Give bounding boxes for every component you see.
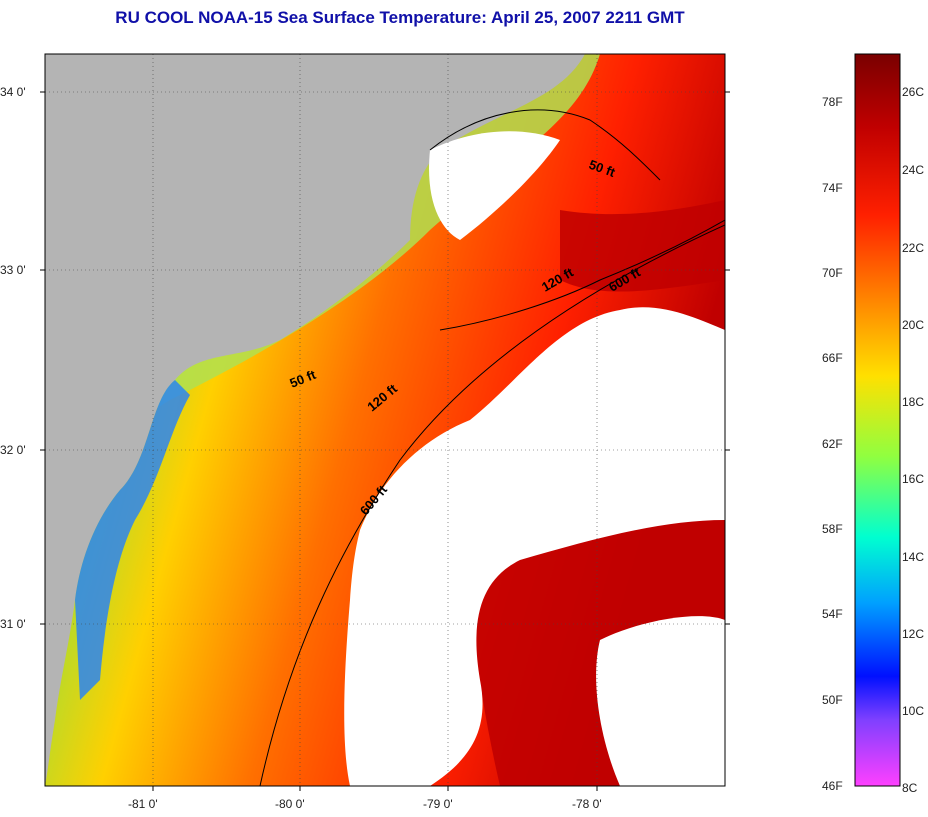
lat-label-31: 31 0' [0, 617, 26, 631]
colorbar-c-20: 20C [902, 318, 924, 332]
map-image: 50 ft 120 ft 600 ft 50 ft 120 ft 600 ft [45, 54, 725, 786]
lat-label-34: 34 0' [0, 85, 26, 99]
colorbar-f-70: 70F [822, 266, 843, 280]
colorbar [854, 53, 901, 787]
lon-label-80: -80 0' [275, 797, 305, 811]
lat-label-33: 33 0' [0, 263, 26, 277]
colorbar-fahrenheit-labels: 78F 74F 70F 66F 62F 58F 54F 50F 46F [822, 95, 843, 793]
cloud-region [344, 307, 725, 786]
colorbar-f-78: 78F [822, 95, 843, 109]
colorbar-f-74: 74F [822, 181, 843, 195]
colorbar-f-66: 66F [822, 351, 843, 365]
colorbar-f-62: 62F [822, 437, 843, 451]
colorbar-f-54: 54F [822, 607, 843, 621]
colorbar-c-12: 12C [902, 627, 924, 641]
colorbar-c-18: 18C [902, 395, 924, 409]
map-ticks [40, 91, 730, 791]
colorbar-c-16: 16C [902, 472, 924, 486]
lon-label-79: -79 0' [423, 797, 453, 811]
colorbar-c-22: 22C [902, 241, 924, 255]
map-frame [44, 53, 726, 787]
colorbar-c-8: 8C [902, 781, 918, 795]
lon-label-81: -81 0' [128, 797, 158, 811]
colorbar-c-14: 14C [902, 550, 924, 564]
lon-label-78: -78 0' [572, 797, 602, 811]
map-title: RU COOL NOAA-15 Sea Surface Temperature:… [115, 8, 685, 27]
colorbar-f-58: 58F [822, 522, 843, 536]
colorbar-f-50: 50F [822, 693, 843, 707]
land-mass [45, 54, 585, 786]
colorbar-c-26: 26C [902, 85, 924, 99]
lat-label-32: 32 0' [0, 443, 26, 457]
colorbar-c-10: 10C [902, 704, 924, 718]
colorbar-c-24: 24C [902, 163, 924, 177]
colorbar-f-46: 46F [822, 779, 843, 793]
colorbar-celsius-labels: 26C 24C 22C 20C 18C 16C 14C 12C 10C 8C [902, 85, 924, 795]
